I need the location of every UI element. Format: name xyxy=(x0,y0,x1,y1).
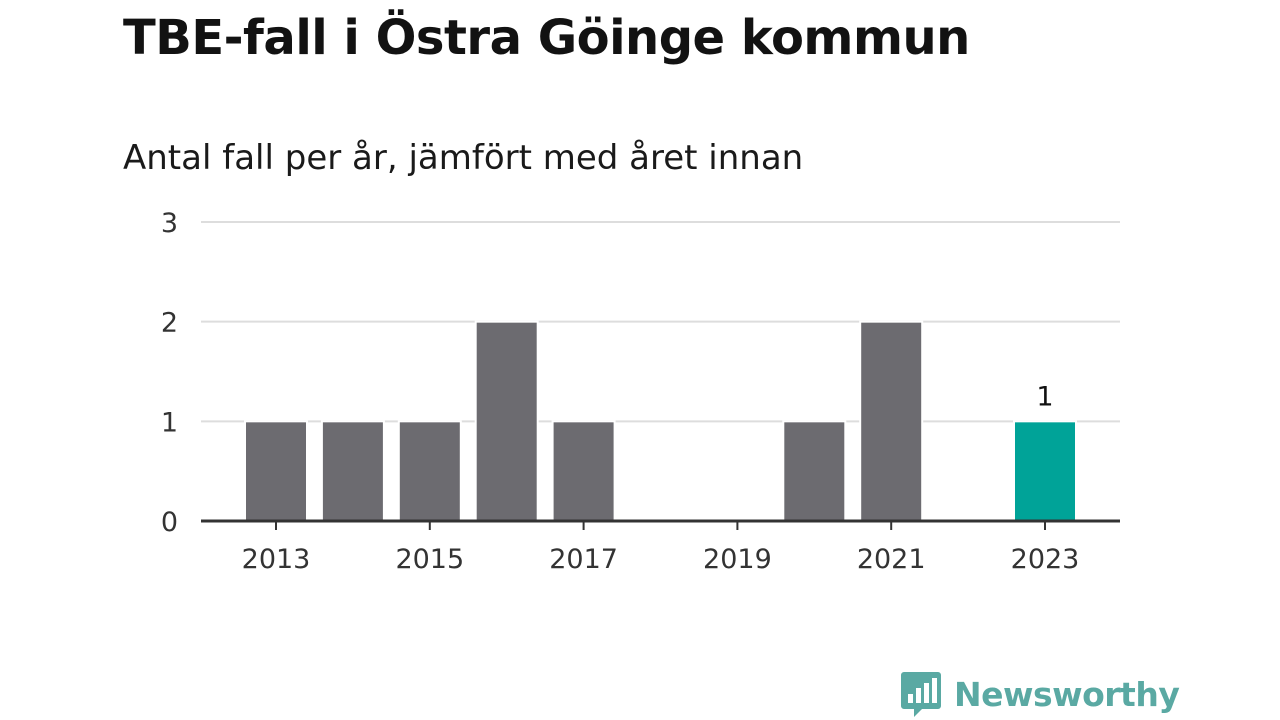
bar xyxy=(859,320,924,522)
bar xyxy=(474,320,539,522)
bar xyxy=(397,420,462,523)
x-tick-label: 2017 xyxy=(549,544,618,575)
y-tick-label: 3 xyxy=(161,208,178,239)
x-tick-label: 2019 xyxy=(703,544,772,575)
bar xyxy=(551,420,616,523)
bars xyxy=(244,320,1077,523)
bar xyxy=(320,420,385,523)
x-tick-label: 2013 xyxy=(242,544,311,575)
chart-subtitle: Antal fall per år, jämfört med året inna… xyxy=(123,138,804,178)
labels: 0 1 2 3 1 2013 2015 2017 2019 2021 2023 xyxy=(161,208,1080,575)
x-tick-label: 2015 xyxy=(395,544,464,575)
grid-lines xyxy=(201,221,1120,423)
logo-text: Newsworthy xyxy=(954,674,1180,714)
x-tick-label: 2023 xyxy=(1011,544,1080,575)
newsworthy-logo: Newsworthy xyxy=(900,670,1180,718)
highlight-bar xyxy=(1013,420,1077,523)
y-tick-label: 2 xyxy=(161,308,178,339)
x-tick-label: 2021 xyxy=(857,544,926,575)
chart-title: TBE-fall i Östra Göinge kommun xyxy=(123,10,970,66)
bar-chart-speech-bubble-icon xyxy=(901,672,941,717)
y-tick-label: 1 xyxy=(161,407,178,438)
bar xyxy=(244,420,308,523)
x-axis xyxy=(201,519,1120,530)
highlight-value-label: 1 xyxy=(1036,381,1053,412)
y-tick-label: 0 xyxy=(161,507,178,538)
bar xyxy=(782,420,847,523)
